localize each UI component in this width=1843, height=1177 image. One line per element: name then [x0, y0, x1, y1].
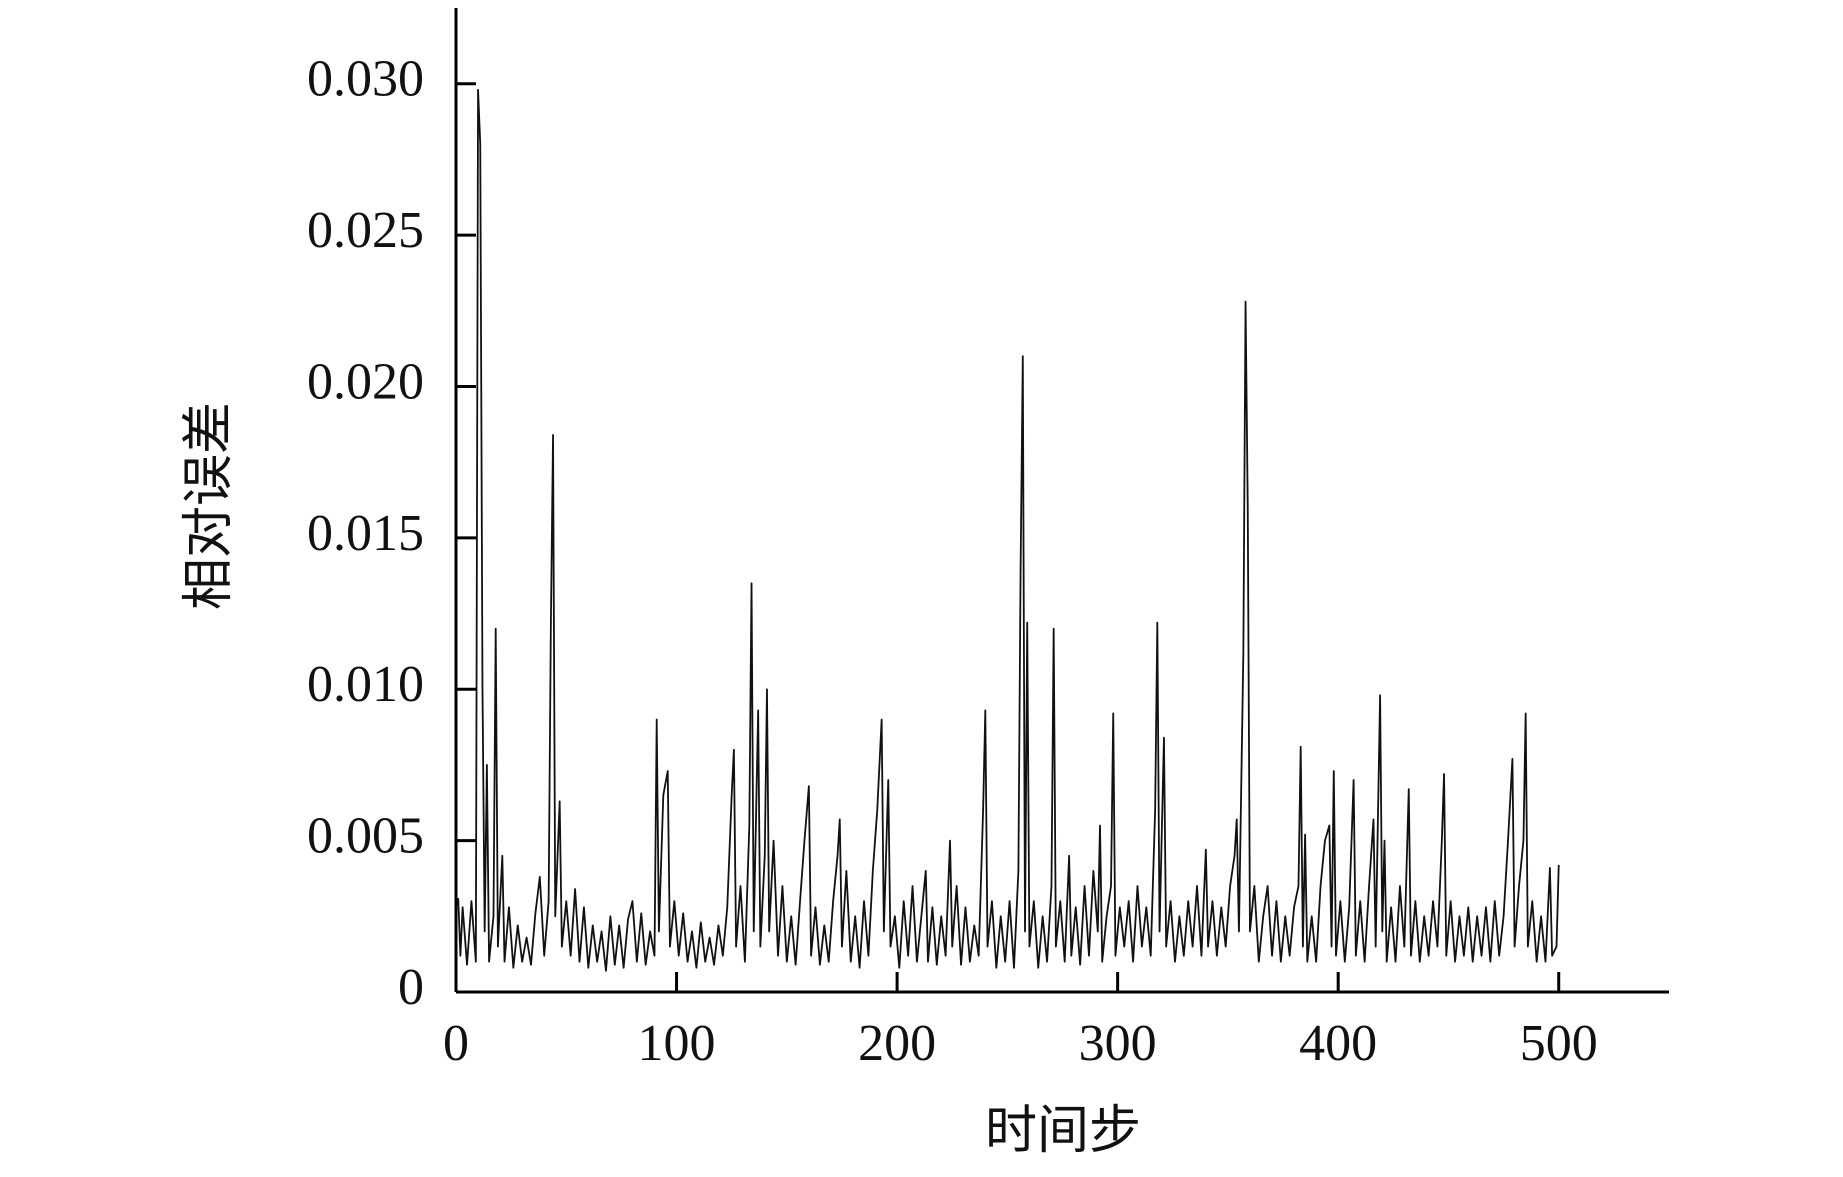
x-tick-label: 400	[1299, 1015, 1377, 1072]
y-axis-label: 相对误差	[181, 402, 238, 610]
x-tick-label: 0	[443, 1015, 469, 1072]
y-tick-label: 0.025	[307, 202, 424, 259]
y-tick-label: 0.030	[307, 51, 424, 108]
y-tick-label: 0.005	[307, 808, 424, 865]
x-tick-label: 100	[638, 1015, 716, 1072]
y-tick-label: 0.010	[307, 656, 424, 713]
x-tick-label: 200	[858, 1015, 936, 1072]
y-tick-label: 0.015	[307, 505, 424, 562]
y-tick-label: 0.020	[307, 353, 424, 410]
x-tick-label: 300	[1079, 1015, 1157, 1072]
x-axis-label: 时间步	[985, 1103, 1141, 1160]
x-tick-label: 500	[1520, 1015, 1598, 1072]
y-tick-label: 0	[398, 959, 424, 1016]
data-line	[457, 88, 1560, 972]
